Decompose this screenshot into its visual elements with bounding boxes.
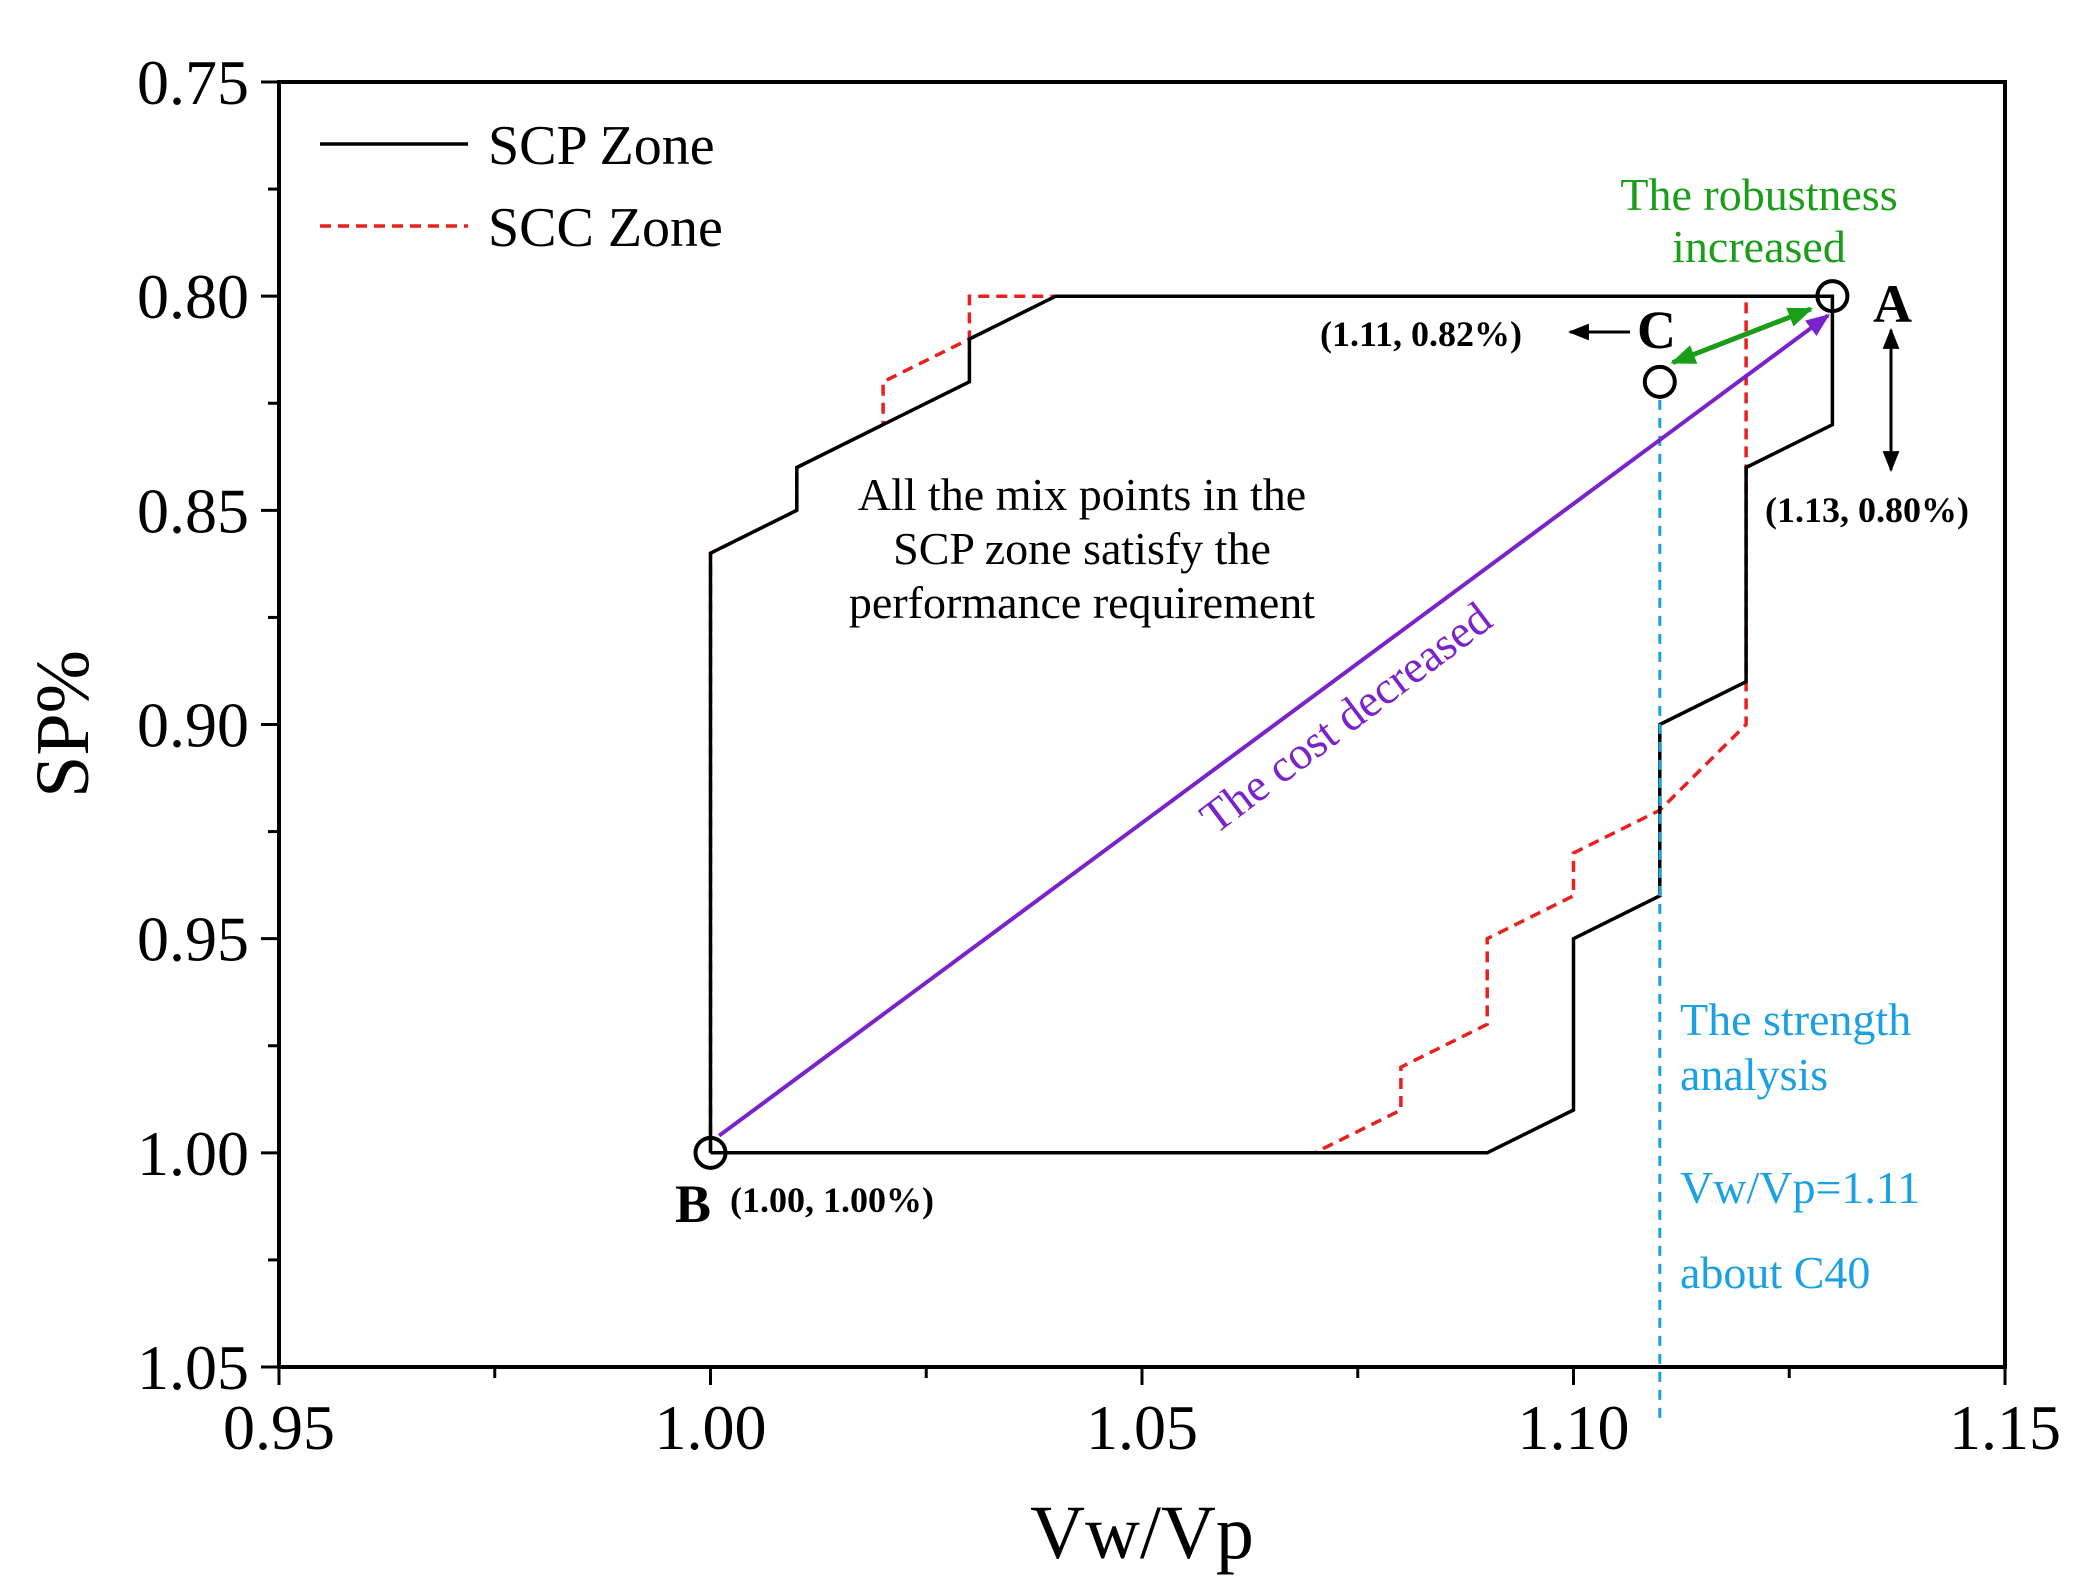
y-tick-label: 1.00 <box>137 1118 249 1189</box>
x-tick-label: 1.15 <box>1949 1392 2061 1463</box>
y-tick-label: 1.05 <box>137 1332 249 1403</box>
point-c-label: C <box>1637 300 1676 360</box>
y-tick-label: 0.95 <box>137 904 249 975</box>
y-tick-label: 0.75 <box>137 47 249 118</box>
zone-note-line-2: SCP zone satisfy the <box>893 523 1271 574</box>
zone-note-line-1: All the mix points in the <box>858 469 1306 520</box>
point-b-marker <box>693 1135 728 1170</box>
point-a-marker <box>1815 279 1850 314</box>
point-c-marker <box>1642 364 1677 399</box>
ratio-text: Vw/Vp=1.11 <box>1680 1162 1920 1213</box>
legend: SCP Zone SCC Zone <box>320 115 723 259</box>
y-tick-label: 0.80 <box>137 261 249 332</box>
robustness-arrow <box>1670 306 1814 365</box>
x-tick-label: 1.10 <box>1518 1392 1630 1463</box>
legend-scc-label: SCC Zone <box>488 197 723 259</box>
x-axis-title: Vw/Vp <box>1030 1491 1254 1575</box>
zone-note: All the mix points in the SCP zone satis… <box>849 469 1315 628</box>
cost-text: The cost decreased <box>1191 592 1501 843</box>
scp-zone-line <box>708 294 1835 1155</box>
point-c-coords: (1.11, 0.82%) <box>1320 314 1522 354</box>
point-b-coords: (1.00, 1.00%) <box>730 1180 934 1220</box>
y-tick-label: 0.90 <box>137 690 249 761</box>
y-tick-label: 0.85 <box>137 475 249 546</box>
scc-zone-line <box>708 294 1748 1155</box>
x-tick-label: 1.05 <box>1086 1392 1198 1463</box>
zone-note-line-3: performance requirement <box>849 577 1315 628</box>
robustness-line-1: The robustness <box>1620 169 1897 220</box>
x-tick-label: 0.95 <box>223 1392 335 1463</box>
point-a-label: A <box>1873 274 1912 334</box>
cost-arrow <box>717 313 1831 1138</box>
legend-scp-label: SCP Zone <box>488 115 715 177</box>
robustness-line-2: increased <box>1672 221 1846 272</box>
y-axis-title: SP% <box>21 650 105 798</box>
x-tick-label: 1.00 <box>655 1392 767 1463</box>
strength-line-1: The strength <box>1680 994 1911 1045</box>
strength-line-2: analysis <box>1680 1049 1828 1100</box>
grade-text: about C40 <box>1680 1247 1870 1298</box>
y-axis-ticks: 0.75 0.80 0.85 0.90 0.95 1.00 1.05 <box>137 47 279 1403</box>
point-a-coords: (1.13, 0.80%) <box>1765 490 1969 530</box>
x-axis-ticks: 0.95 1.00 1.05 1.10 1.15 <box>223 1367 2061 1463</box>
point-b-label: B <box>675 1174 711 1234</box>
